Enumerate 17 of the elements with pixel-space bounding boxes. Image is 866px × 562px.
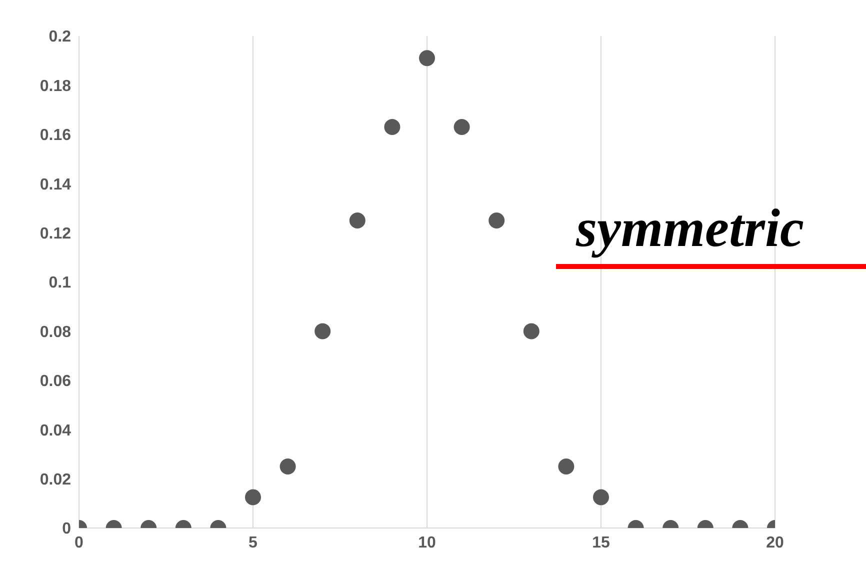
x-tick-label: 10 [418, 534, 436, 552]
x-tick-label: 5 [248, 534, 258, 552]
y-tick-label: 0.08 [40, 324, 72, 341]
y-tick-label: 0.1 [48, 274, 72, 292]
annotation: symmetric [556, 196, 866, 269]
y-tick-label: 0.12 [40, 225, 72, 242]
x-tick-label: 15 [592, 534, 610, 552]
y-tick-label: 0.16 [40, 127, 72, 144]
y-tick-label: 0 [62, 520, 72, 538]
x-tick-label: 0 [74, 534, 84, 552]
y-tick-label: 0.02 [40, 471, 72, 488]
y-tick-label: 0.06 [40, 373, 72, 390]
y-tick-label: 0.2 [48, 28, 72, 46]
y-tick-label: 0.04 [40, 422, 72, 440]
y-tick-label: 0.14 [40, 176, 72, 194]
y-tick-label: 0.18 [40, 78, 72, 95]
x-tick-label: 20 [766, 534, 784, 552]
